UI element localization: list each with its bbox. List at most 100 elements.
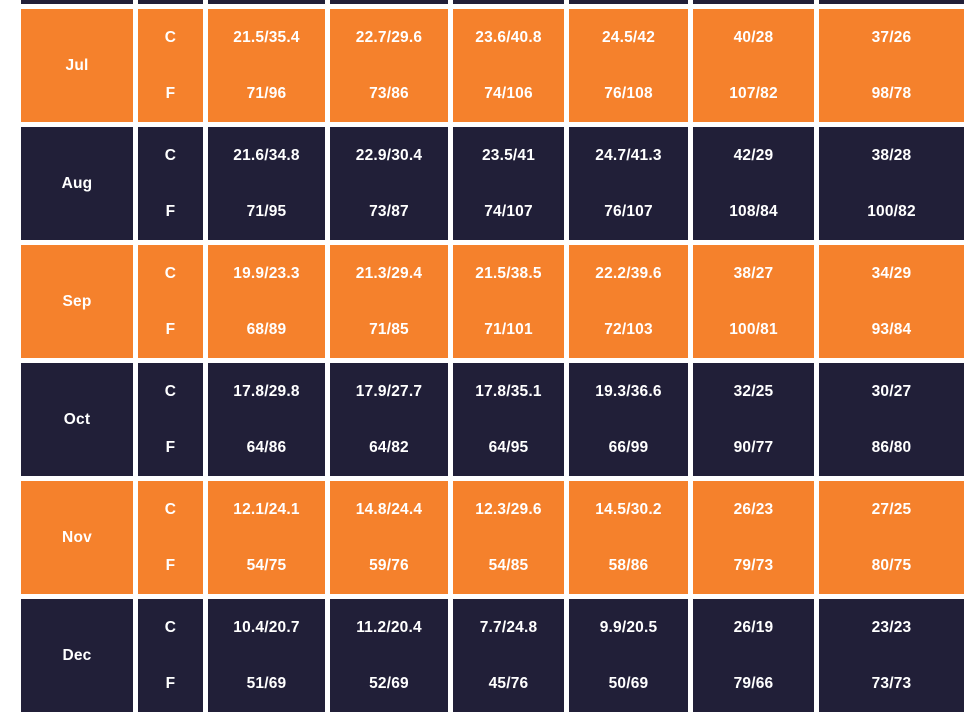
fahrenheit-value: 71/85 — [369, 321, 409, 338]
fahrenheit-value: 50/69 — [608, 675, 649, 692]
data-cell: 19.9/23.3 68/89 — [208, 245, 325, 358]
data-cell: 9.9/20.5 50/69 — [569, 599, 688, 712]
month-cell: Nov — [21, 481, 133, 594]
month-cell: Dec — [21, 599, 133, 712]
data-cell: 34/29 93/84 — [819, 245, 964, 358]
celsius-value: 26/19 — [733, 618, 774, 636]
month-label: Sep — [62, 292, 92, 310]
celsius-value: 38/27 — [733, 264, 774, 282]
fahrenheit-value: 108/84 — [729, 203, 778, 220]
fahrenheit-value: 93/84 — [871, 321, 912, 338]
celsius-value: 34/29 — [871, 264, 912, 282]
fahrenheit-value: 98/78 — [871, 85, 912, 102]
celsius-value: 12.1/24.1 — [233, 500, 300, 518]
fahrenheit-value: 54/75 — [246, 557, 287, 574]
cropped-row-sliver-cell — [693, 0, 814, 4]
celsius-value: 24.7/41.3 — [595, 146, 662, 164]
cropped-row-sliver-cell — [21, 0, 133, 4]
data-cell: 23.5/41 74/107 — [453, 127, 564, 240]
data-cell: 21.6/34.8 71/95 — [208, 127, 325, 240]
data-cell: 30/27 86/80 — [819, 363, 964, 476]
fahrenheit-value: 74/107 — [484, 203, 533, 220]
celsius-value: 14.8/24.4 — [355, 500, 423, 518]
data-cell: 38/27 100/81 — [693, 245, 814, 358]
fahrenheit-value: 71/95 — [246, 203, 287, 220]
celsius-value: 38/28 — [871, 146, 912, 164]
celsius-value: 37/26 — [871, 28, 912, 46]
data-cell: 26/23 79/73 — [693, 481, 814, 594]
month-label: Aug — [61, 174, 93, 192]
celsius-value: 11.2/20.4 — [356, 618, 422, 636]
fahrenheit-value: 90/77 — [733, 439, 774, 456]
fahrenheit-value: 71/96 — [246, 85, 287, 102]
data-cell: 24.5/42 76/108 — [569, 9, 688, 122]
fahrenheit-value: 73/73 — [871, 675, 912, 692]
data-cell: 17.9/27.7 64/82 — [330, 363, 448, 476]
fahrenheit-value: 79/73 — [733, 557, 774, 574]
celsius-value: 23.5/41 — [481, 146, 536, 164]
celsius-value: 21.3/29.4 — [355, 264, 423, 282]
fahrenheit-value: 73/86 — [369, 85, 409, 102]
celsius-value: 24.5/42 — [601, 28, 656, 46]
fahrenheit-value: 80/75 — [871, 557, 912, 574]
data-cell: 27/25 80/75 — [819, 481, 964, 594]
unit-label-celsius: C — [164, 618, 177, 636]
fahrenheit-value: 100/81 — [729, 321, 778, 338]
unit-label-celsius: C — [164, 264, 177, 282]
unit-label-fahrenheit: F — [165, 321, 176, 338]
fahrenheit-value: 74/106 — [484, 85, 533, 102]
fahrenheit-value: 58/86 — [608, 557, 649, 574]
data-cell: 7.7/24.8 45/76 — [453, 599, 564, 712]
unit-label-celsius: C — [164, 146, 177, 164]
celsius-value: 12.3/29.6 — [475, 500, 542, 518]
data-cell: 40/28 107/82 — [693, 9, 814, 122]
data-cell: 19.3/36.6 66/99 — [569, 363, 688, 476]
celsius-value: 19.9/23.3 — [233, 264, 300, 282]
fahrenheit-value: 66/99 — [608, 439, 649, 456]
data-cell: 37/26 98/78 — [819, 9, 964, 122]
fahrenheit-value: 72/103 — [604, 321, 653, 338]
month-cell: Aug — [21, 127, 133, 240]
data-cell: 10.4/20.7 51/69 — [208, 599, 325, 712]
month-label: Dec — [62, 646, 92, 664]
fahrenheit-value: 76/107 — [604, 203, 653, 220]
data-cell: 22.2/39.6 72/103 — [569, 245, 688, 358]
celsius-value: 17.8/35.1 — [475, 382, 542, 400]
data-cell: 12.3/29.6 54/85 — [453, 481, 564, 594]
fahrenheit-value: 64/82 — [369, 439, 409, 456]
data-cell: 23/23 73/73 — [819, 599, 964, 712]
celsius-value: 27/25 — [871, 500, 912, 518]
fahrenheit-value: 71/101 — [484, 321, 533, 338]
celsius-value: 17.8/29.8 — [233, 382, 300, 400]
celsius-value: 14.5/30.2 — [595, 500, 662, 518]
celsius-value: 22.9/30.4 — [355, 146, 423, 164]
celsius-value: 23/23 — [871, 618, 912, 636]
fahrenheit-value: 45/76 — [488, 675, 529, 692]
cropped-row-sliver-cell — [330, 0, 448, 4]
celsius-value: 32/25 — [733, 382, 774, 400]
data-cell: 24.7/41.3 76/107 — [569, 127, 688, 240]
data-cell: 42/29 108/84 — [693, 127, 814, 240]
fahrenheit-value: 68/89 — [246, 321, 287, 338]
unit-label-fahrenheit: F — [165, 557, 176, 574]
celsius-value: 22.7/29.6 — [355, 28, 423, 46]
fahrenheit-value: 59/76 — [369, 557, 409, 574]
celsius-value: 19.3/36.6 — [595, 382, 662, 400]
data-cell: 17.8/29.8 64/86 — [208, 363, 325, 476]
fahrenheit-value: 51/69 — [246, 675, 287, 692]
fahrenheit-value: 64/95 — [488, 439, 529, 456]
fahrenheit-value: 73/87 — [369, 203, 409, 220]
data-cell: 38/28 100/82 — [819, 127, 964, 240]
fahrenheit-value: 100/82 — [867, 203, 916, 220]
month-label: Jul — [65, 56, 89, 74]
data-cell: 26/19 79/66 — [693, 599, 814, 712]
fahrenheit-value: 64/86 — [246, 439, 287, 456]
celsius-value: 10.4/20.7 — [233, 618, 300, 636]
unit-label-celsius: C — [164, 28, 177, 46]
cropped-row-sliver-cell — [819, 0, 964, 4]
